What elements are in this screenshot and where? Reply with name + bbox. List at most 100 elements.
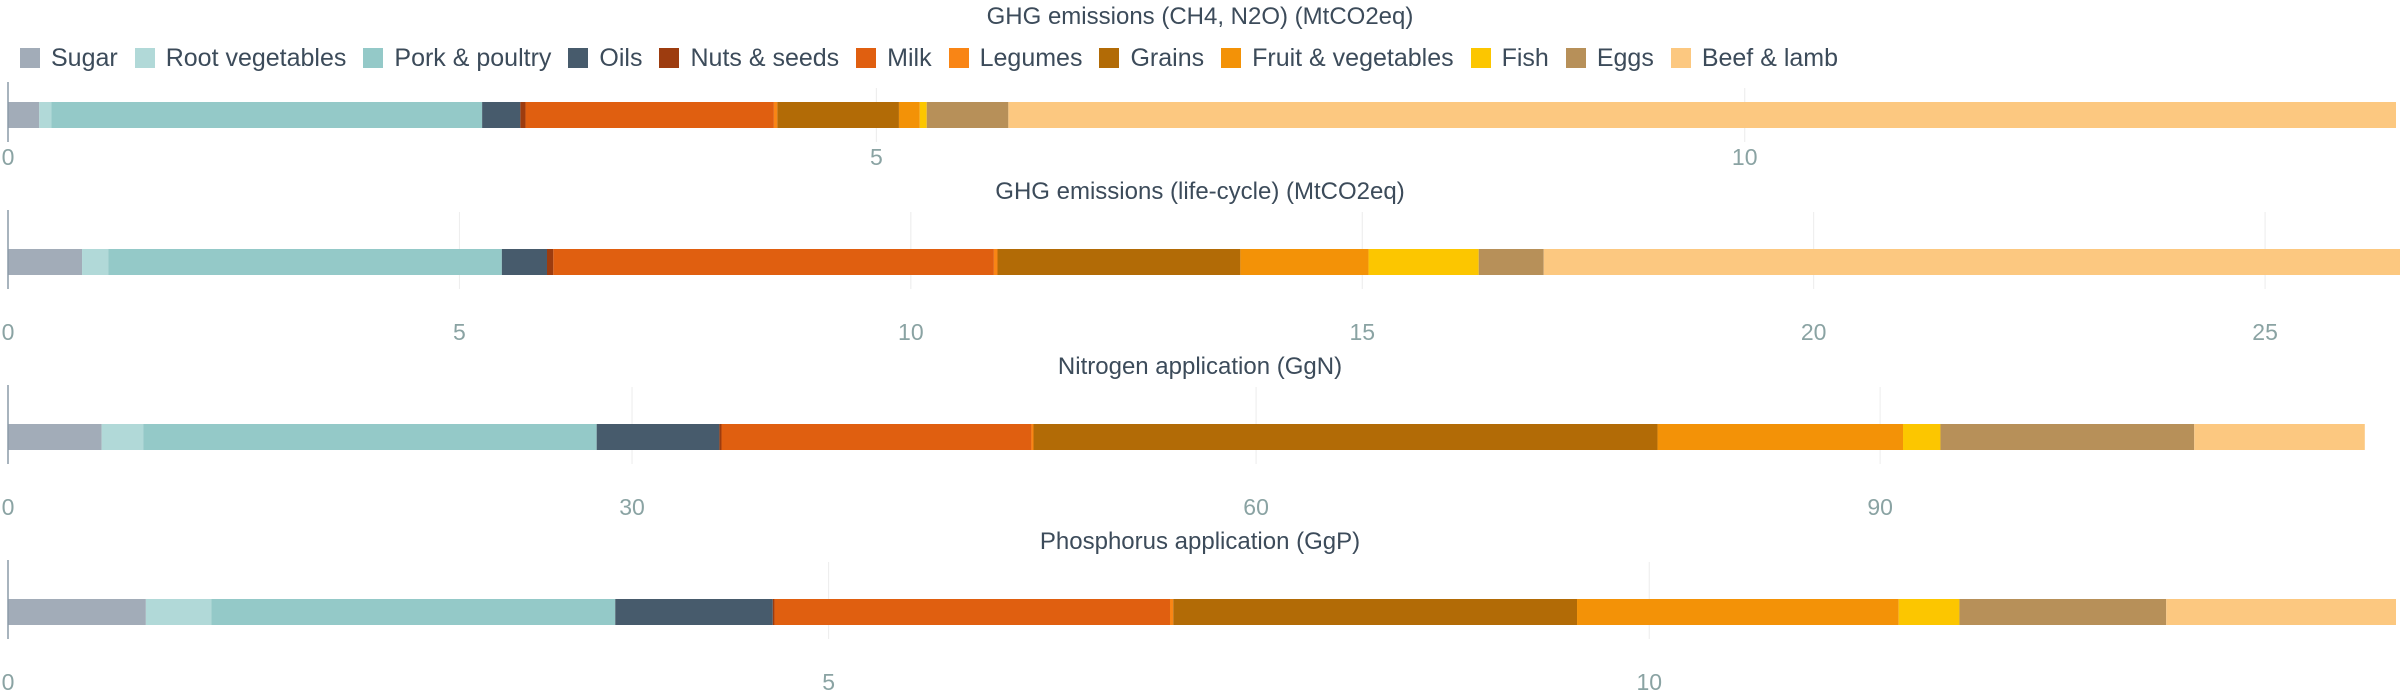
legend-item-root-vegetables[interactable]: Root vegetables: [134, 43, 347, 73]
chart-panel-4: 0 5 10 Phosphorus application (GgP): [2, 528, 2396, 695]
legend-item-fish[interactable]: Fish: [1470, 43, 1549, 73]
bar-segment-pork-and-poultry: [143, 424, 597, 450]
bar-segment-eggs: [926, 102, 1009, 128]
bar-segment-eggs: [1959, 599, 2167, 625]
bar-segment-eggs: [1940, 424, 2195, 450]
legend-swatch: [20, 48, 40, 68]
bar-segment-root-vegetables: [82, 249, 109, 275]
bar-segment-sugar: [8, 102, 40, 128]
legend-swatch: [1565, 48, 1586, 68]
bar-segment-pork-and-poultry: [108, 249, 502, 275]
bar-segment-sugar: [8, 599, 146, 625]
legend-swatch: [568, 48, 589, 68]
x-tick-label: 25: [2252, 319, 2278, 345]
x-tick-label: 0: [2, 319, 15, 345]
legend-label: Root vegetables: [165, 43, 347, 72]
x-tick-label: 0: [2, 669, 15, 695]
chart-title: GHG emissions (CH4, N2O) (MtCO2eq): [987, 3, 1414, 30]
legend-swatch: [948, 48, 969, 68]
legend-label: Sugar: [51, 43, 118, 72]
legend-label: Pork & poultry: [394, 43, 552, 72]
legend-item-pork-and-poultry[interactable]: Pork & poultry: [363, 44, 551, 73]
x-tick-label: 15: [1349, 319, 1375, 345]
bar-segment-milk: [721, 424, 1032, 450]
bar-segment-oils: [615, 599, 773, 625]
bar-segment-milk: [525, 102, 774, 128]
legend-label: Milk: [887, 43, 932, 72]
bar-segment-root-vegetables: [145, 599, 212, 625]
bar-segment-nuts-and-seeds: [772, 599, 775, 625]
legend-label: Oils: [599, 43, 643, 72]
x-tick-label: 10: [1636, 669, 1662, 695]
bar-segment-oils: [596, 424, 720, 450]
chart-panel-3: 0 30 60 90 Nitrogen application (GgN): [2, 353, 2365, 520]
legend-swatch: [1670, 48, 1691, 68]
bar-segment-fish: [919, 102, 927, 128]
bar-segment-grains: [1173, 599, 1578, 625]
bar-segment-fruit-and-vegetables: [1657, 424, 1904, 450]
bar-segment-eggs: [1478, 249, 1544, 275]
legend-item-fruit-and-vegetables[interactable]: Fruit & vegetables: [1221, 44, 1454, 73]
legend-swatch: [363, 48, 384, 68]
x-tick-label: 5: [453, 319, 466, 345]
bar-segment-root-vegetables: [101, 424, 144, 450]
bar-segment-nuts-and-seeds: [719, 424, 722, 450]
x-tick-label: 5: [870, 144, 883, 170]
legend-item-milk[interactable]: Milk: [856, 43, 932, 73]
bar-segment-fish: [1898, 599, 1960, 625]
x-tick-label: 10: [898, 319, 924, 345]
legend-swatch: [1221, 48, 1242, 68]
bar-segment-root-vegetables: [39, 102, 52, 128]
legend-label: Legumes: [979, 43, 1083, 72]
legend-swatch: [134, 48, 155, 68]
x-tick-label: 20: [1801, 319, 1827, 345]
x-tick-label: 30: [619, 494, 645, 520]
legend-item-sugar[interactable]: Sugar: [20, 44, 118, 73]
legend-item-nuts-and-seeds[interactable]: Nuts & seeds: [659, 44, 839, 73]
legend-item-legumes[interactable]: Legumes: [948, 43, 1083, 73]
bar-segment-oils: [501, 249, 547, 275]
legend-item-beef-and-lamb[interactable]: Beef & lamb: [1670, 43, 1839, 73]
legend-label: Grains: [1130, 43, 1205, 72]
chart-panel-2: 0 5 10 15 20 25 GHG emissions (life-cycle) (Mt…: [2, 178, 2400, 345]
bar-segment-grains: [1033, 424, 1658, 450]
bar-segment-nuts-and-seeds: [546, 249, 554, 275]
bar-segment-fish: [1368, 249, 1479, 275]
bar-segment-beef-and-lamb: [1543, 249, 2400, 275]
bar-segment-legumes: [993, 249, 998, 275]
legend-swatch: [659, 48, 680, 68]
chart-title: GHG emissions (life-cycle) (MtCO2eq): [995, 178, 1404, 205]
x-tick-label: 60: [1243, 494, 1269, 520]
chart-panel-1: 0 5 10 GHG emissions (CH4, N2O) (MtCO2eq): [2, 3, 2396, 170]
bar-segment-beef-and-lamb: [2166, 599, 2396, 625]
legend-item-eggs[interactable]: Eggs: [1565, 43, 1654, 73]
legend-label: Fish: [1501, 43, 1549, 72]
x-tick-label: 0: [2, 144, 15, 170]
bar-segment-grains: [997, 249, 1241, 275]
bar-segment-pork-and-poultry: [211, 599, 616, 625]
bar-segment-legumes: [1031, 424, 1034, 450]
legend-label: Eggs: [1596, 43, 1654, 72]
x-tick-label: 5: [822, 669, 835, 695]
bar-segment-fish: [1903, 424, 1941, 450]
bar-segment-pork-and-poultry: [51, 102, 483, 128]
legend-swatch: [856, 48, 877, 68]
chart-legend: Sugar Root vegetables Pork & poultry Oils Nu…: [20, 42, 1855, 74]
bar-segment-fruit-and-vegetables: [1577, 599, 1899, 625]
legend-label: Beef & lamb: [1701, 43, 1839, 72]
legend-swatch: [1099, 48, 1120, 68]
bar-segment-beef-and-lamb: [1008, 102, 2396, 128]
x-tick-label: 0: [2, 494, 15, 520]
bar-segment-legumes: [773, 102, 778, 128]
legend-item-grains[interactable]: Grains: [1099, 44, 1204, 73]
x-tick-label: 90: [1867, 494, 1893, 520]
x-tick-label: 10: [1732, 144, 1758, 170]
legend-label: Nuts & seeds: [690, 43, 840, 72]
legend-item-oils[interactable]: Oils: [568, 44, 642, 73]
bar-segment-fruit-and-vegetables: [1240, 249, 1369, 275]
bar-segment-sugar: [8, 424, 102, 450]
legend-swatch: [1470, 48, 1491, 68]
bar-segment-grains: [777, 102, 899, 128]
chart-title: Nitrogen application (GgN): [1058, 353, 1342, 380]
